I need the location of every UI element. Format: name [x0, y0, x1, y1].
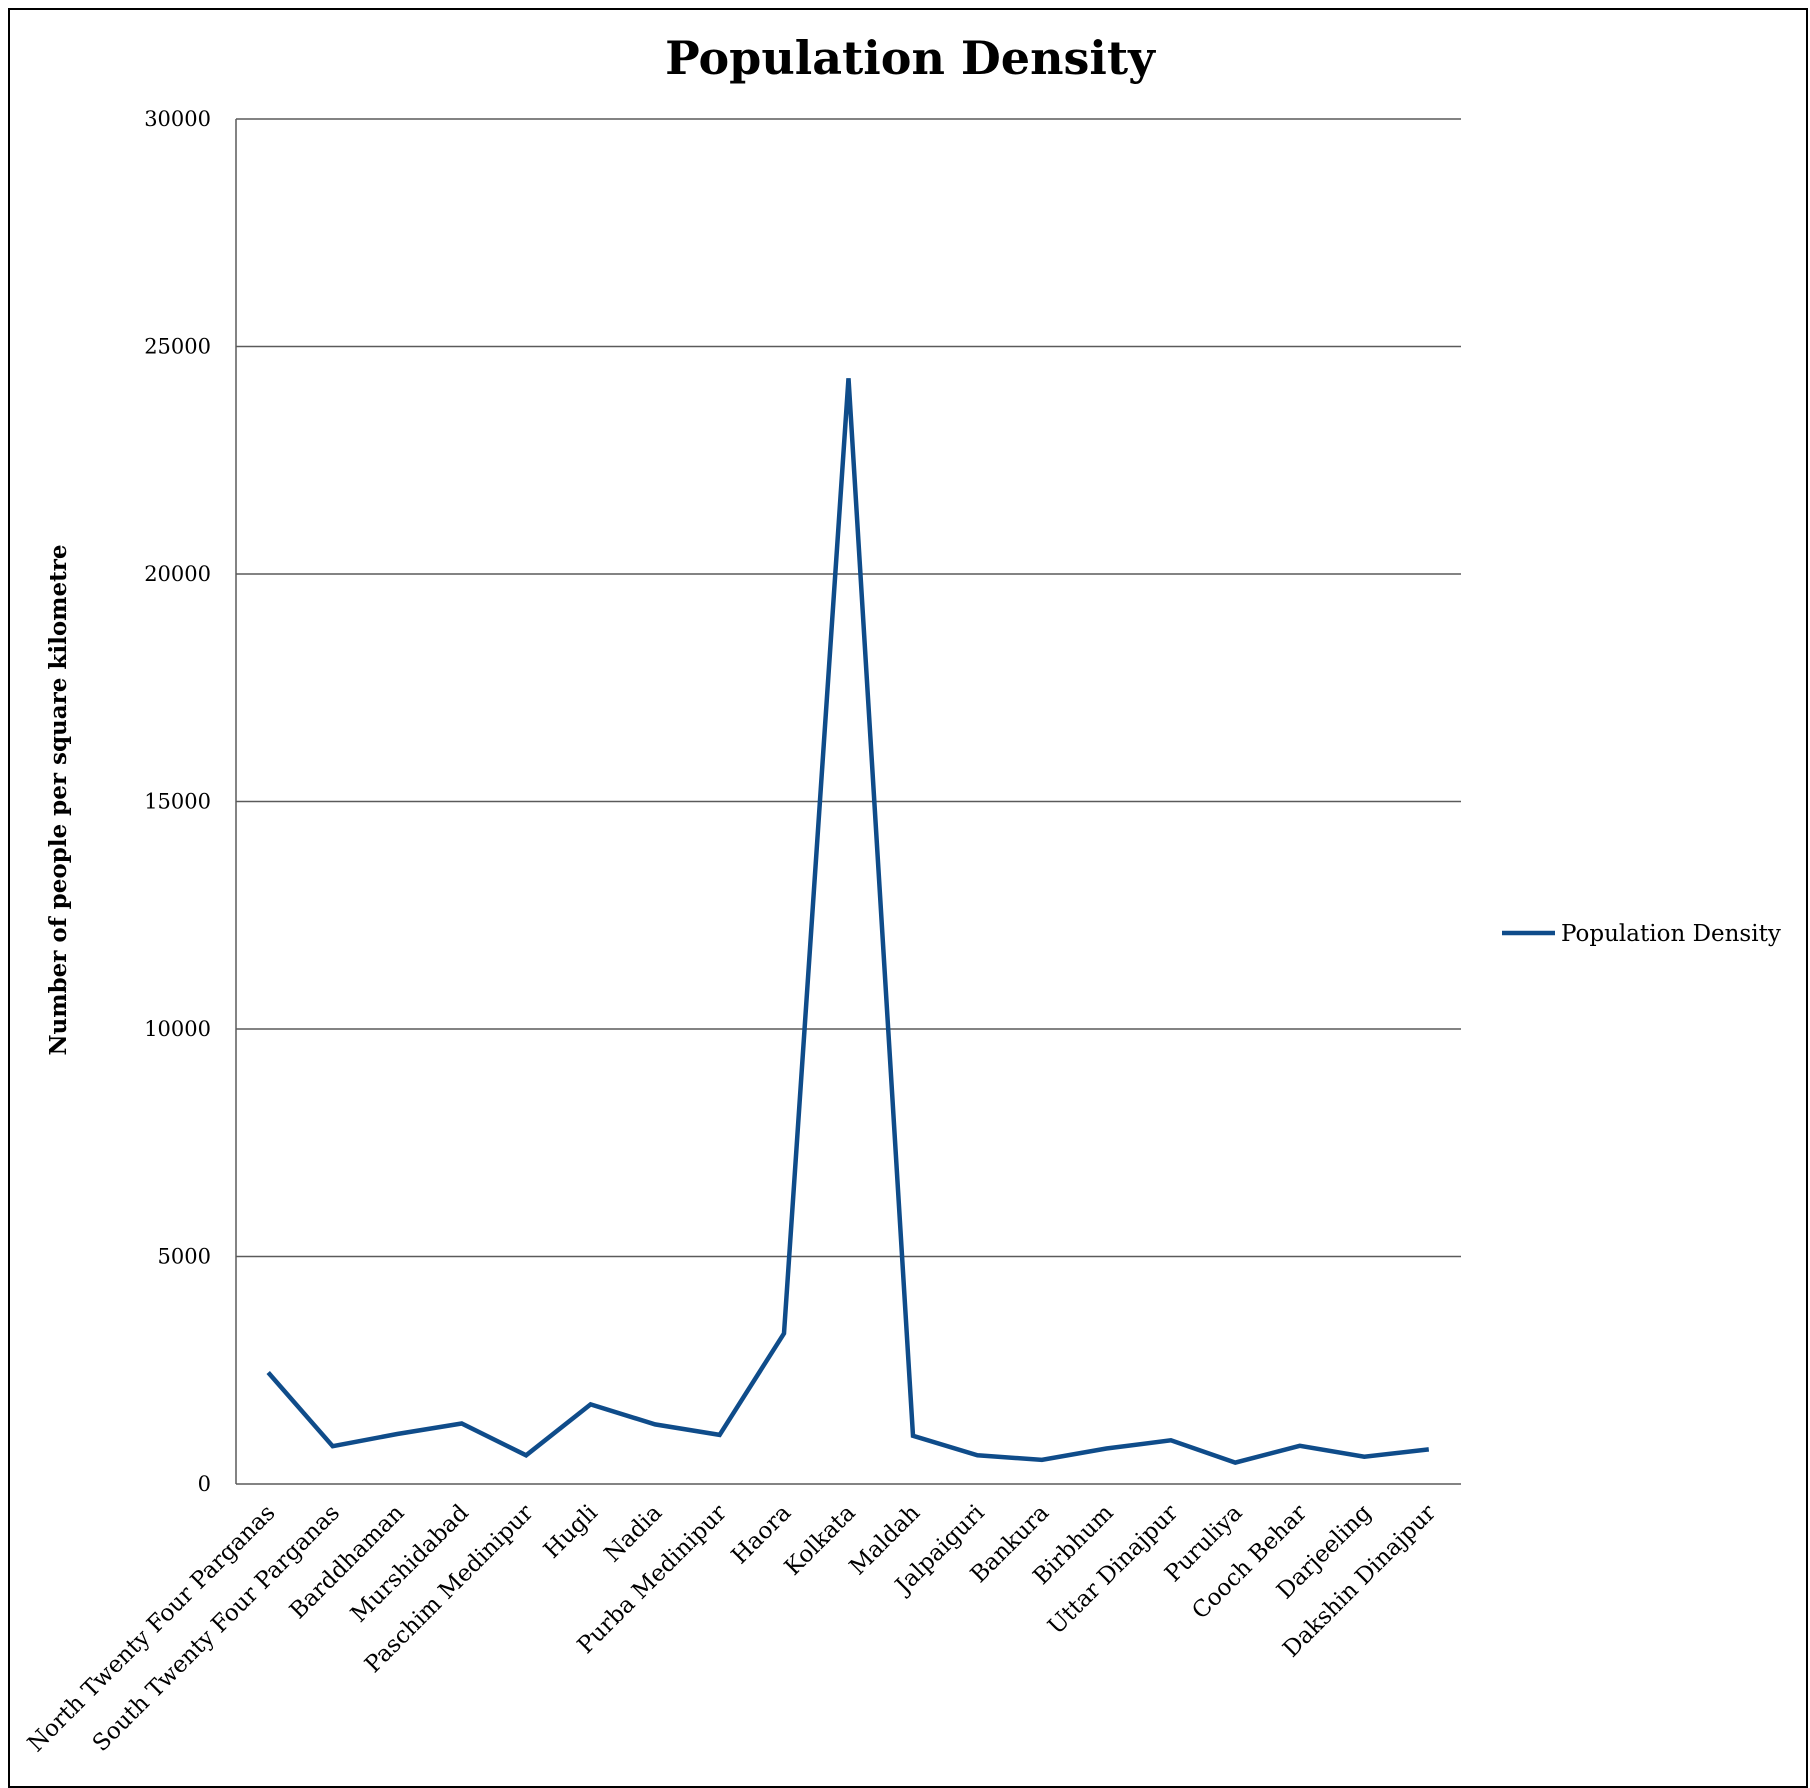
- x-tick-label: Kolkata: [780, 1500, 861, 1581]
- y-tick-label: 0: [198, 1472, 211, 1496]
- series-line: [266, 378, 1430, 1465]
- y-axis-label: Number of people per square kilometre: [45, 544, 72, 1055]
- x-tick-label: Hugli: [539, 1500, 603, 1564]
- series-layer: [266, 378, 1430, 1465]
- y-tick-label: 30000: [144, 107, 211, 131]
- y-tick-label: 20000: [144, 562, 211, 586]
- y-tick-labels: 0 5000 10000 15000 20000 25000 30000: [144, 107, 211, 1496]
- chart-frame: [8, 8, 1808, 1788]
- legend-label: Population Density: [1561, 921, 1781, 947]
- x-tick-label: Barddhaman: [285, 1500, 410, 1625]
- y-tick-label: 25000: [144, 335, 211, 359]
- axes: [235, 119, 1461, 1485]
- x-tick-label: South Twenty Four Parganas: [88, 1500, 345, 1757]
- gridlines: [236, 118, 1461, 1258]
- x-tick-label: Cooch Behar: [1187, 1500, 1312, 1625]
- legend: Population Density: [1502, 921, 1781, 947]
- y-tick-label: 15000: [144, 790, 211, 814]
- y-tick-label: 5000: [158, 1245, 211, 1269]
- y-tick-label: 10000: [144, 1017, 211, 1041]
- chart-title: Population Density: [665, 31, 1156, 85]
- x-tick-label: North Twenty Four Parganas: [23, 1500, 280, 1757]
